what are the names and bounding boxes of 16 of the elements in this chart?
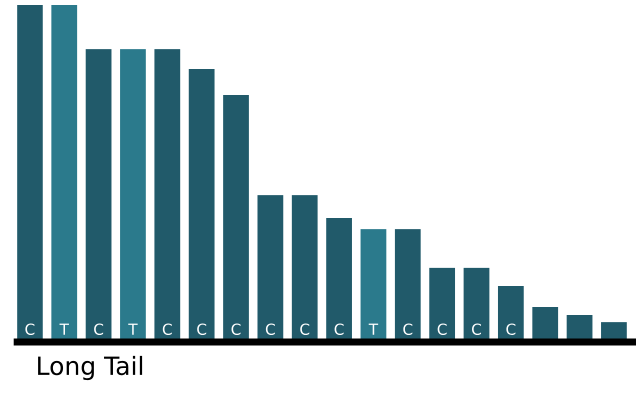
x-tick-label: C [438,323,447,335]
x-tick-label: T [128,324,138,335]
x-tick-label: C [197,323,206,335]
x-tick-label: C [506,323,516,335]
x-tick-label: T [368,324,378,335]
x-tick-label: C [472,323,482,335]
x-tick-label: C [94,323,104,335]
x-tick-label: T [60,324,69,335]
x-axis-title: Long Tail [38,356,142,380]
x-tick-label: C [300,323,310,335]
x-tick-label: C [334,323,344,335]
x-tick-label: C [266,323,275,335]
x-tick-label: C [403,323,412,335]
x-tick-label: C [25,323,34,335]
x-tick-label: C [162,323,172,335]
x-tick-label: C [232,323,241,335]
